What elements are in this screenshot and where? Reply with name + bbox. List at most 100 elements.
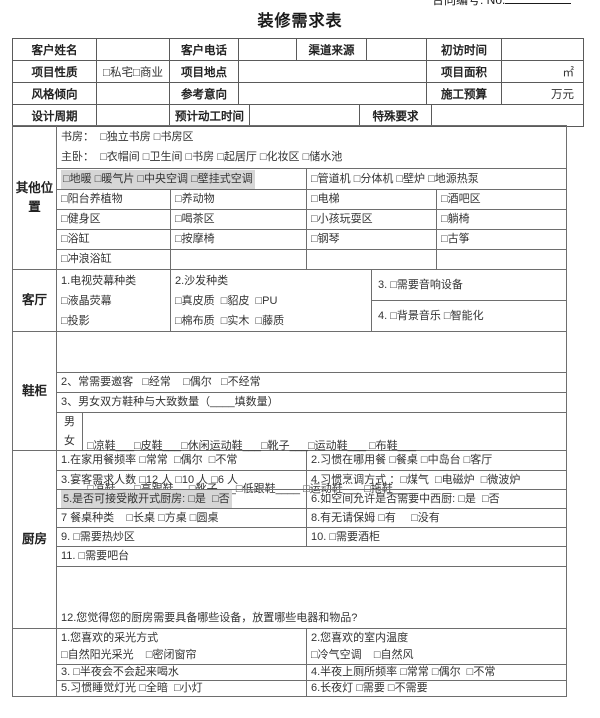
guest-frequency-row: 2、常需要邀客 □经常 □偶尔 □不经常 <box>57 372 566 392</box>
open-kitchen-option[interactable]: 5.是否可接受敞开式厨房: □是 □否 <box>57 490 306 508</box>
amenity-row: □阳台养植物 □养动物 □电梯 □酒吧区 <box>57 189 566 209</box>
amenity-row: □浴缸 □按摩椅 □钢琴 □古筝 <box>57 229 566 249</box>
audio-equipment-option[interactable]: 3. □需要音响设备 <box>378 278 463 291</box>
label-style-preference: 风格倾向 <box>31 88 78 101</box>
section-other-positions: 其他位置 书房： □独立书房 □书房区 主卧： □衣帽间 □卫生间 □书房 □起… <box>13 126 566 269</box>
temperature-preference-options[interactable]: 2.您喜欢的室内温度 □冷气空调 □自然风 <box>306 629 566 664</box>
header-table: 客户姓名 客户电话 渠道来源 初访时间 项目性质 □私宅□商业 项目地点 项目面… <box>12 38 584 127</box>
kitchen-equipment-question: 12.您觉得您的厨房需要具备哪些设备，放置哪些电器和物品? <box>61 612 358 624</box>
amenity-option[interactable]: □冲浪浴缸 <box>61 253 112 265</box>
channel-source-value[interactable] <box>366 39 426 60</box>
stir-fry-area-option[interactable]: 9. □需要热炒区 <box>61 530 135 543</box>
open-kitchen-highlight[interactable]: 5.是否可接受敞开式厨房: □是 □否 <box>61 490 232 508</box>
cooking-method-options[interactable]: 4.习惯烹调方式 ：□煤气 □电磁炉 □微波炉 <box>306 471 566 489</box>
audio-music-options: 3. □需要音响设备 4. □背景音乐 □智能化 <box>371 270 566 331</box>
customer-phone-value[interactable] <box>238 39 296 60</box>
hvac-highlight[interactable]: □地暖 □暖气片 □中央空调 □壁挂式空调 <box>61 169 255 189</box>
header-row-4: 设计周期 预计动工时间 特殊要求 <box>13 104 583 126</box>
dining-place-options[interactable]: 2.习惯在哪用餐 □餐桌 □中岛台 □客厅 <box>306 451 566 470</box>
project-location-value[interactable] <box>238 61 426 82</box>
amenity-option[interactable]: □小孩玩耍区 <box>306 210 436 229</box>
sofa-options[interactable]: 2.沙发种类 □真皮质 □貂皮 □PU □棉布质 □实木 □藤质 <box>170 270 371 331</box>
male-label: 男 <box>64 415 75 428</box>
amenity-option[interactable]: □按摩椅 <box>170 230 306 249</box>
amenity-option[interactable] <box>436 250 566 269</box>
section-label-other-positions: 其他位置 <box>13 126 57 269</box>
wine-cabinet-option[interactable]: 10. □需要酒柜 <box>306 528 566 546</box>
bar-counter-option[interactable]: 11. □需要吧台 <box>61 550 130 562</box>
kitchen-row-3: 5.是否可接受敞开式厨房: □是 □否 6.如空间允许是否需要中西厨: □是 □… <box>57 489 566 508</box>
sleep-light-options[interactable]: 5.习惯睡觉灯光 □全暗 □小灯 <box>61 682 203 694</box>
kitchen-row-5: 9. □需要热炒区 10. □需要酒柜 <box>57 527 566 546</box>
label-design-cycle: 设计周期 <box>31 110 78 123</box>
amenity-option[interactable]: □电梯 <box>306 190 436 209</box>
living-room-row: 1.电视荧幕种类 □液晶荧幕 □投影 2.沙发种类 □真皮质 □貂皮 □PU □… <box>57 270 566 331</box>
night-light-options[interactable]: 6.长夜灯 □需要 □不需要 <box>306 681 566 696</box>
midnight-toilet-options[interactable]: 4.半夜上厕所频率 □常常 □偶尔 □不常 <box>306 665 566 680</box>
hvac-options-right[interactable]: □管道机 □分体机 □壁炉 □地源热泵 <box>306 169 566 189</box>
shoe-seat-options[interactable]: 1、穿鞋座椅种类 □长椅 □凉榻 □凳子 □烘干 □更衣镜 □鞋油用品 □雨伞 … <box>57 332 566 372</box>
section-label-kitchen: 厨房 <box>13 451 57 628</box>
chinese-western-kitchen-option[interactable]: 6.如空间允许是否需要中西厨: □是 □否 <box>306 490 566 508</box>
contract-number-line <box>505 0 572 4</box>
hvac-options-left[interactable]: □地暖 □暖气片 □中央空调 □壁挂式空调 <box>57 169 306 189</box>
gender-shoe-options: □凉鞋___□皮鞋___□休闲运动鞋___□靴子___□运动鞋___ □布鞋__… <box>83 413 566 495</box>
dining-table-options[interactable]: 7 餐桌种类 □长桌 □方桌 □圆桌 <box>61 511 219 524</box>
section-label-habits <box>13 629 57 696</box>
amenity-option[interactable]: □浴缸 <box>61 233 90 245</box>
label-customer-phone: 客户电话 <box>169 39 238 60</box>
style-preference-value[interactable] <box>96 83 169 104</box>
planned-start-time-value[interactable] <box>249 105 359 126</box>
section-kitchen: 厨房 1.在家用餐频率 □常常 □偶尔 □不常 2.习惯在哪用餐 □餐桌 □中岛… <box>13 450 566 628</box>
label-project-area: 项目面积 <box>426 61 501 82</box>
amenity-row: □健身区 □喝茶区 □小孩玩耍区 □躺椅 <box>57 209 566 229</box>
amenity-option[interactable]: □养动物 <box>170 190 306 209</box>
amenity-option[interactable]: □酒吧区 <box>436 190 566 209</box>
amenity-option[interactable] <box>170 250 306 269</box>
shoe-quantity-header-row: 3、男女双方鞋种与大致数量（____填数量） <box>57 392 566 412</box>
header-row-1: 客户姓名 客户电话 渠道来源 初访时间 <box>13 39 583 60</box>
amenity-option[interactable]: □健身区 <box>61 213 101 225</box>
habits-row-2: 3. □半夜会不会起来喝水 4.半夜上厕所频率 □常常 □偶尔 □不常 <box>57 664 566 680</box>
kitchen-equipment-options[interactable]: 12.您觉得您的厨房需要具备哪些设备，放置哪些电器和物品? □冰箱 □冰柜 □微… <box>57 567 566 628</box>
shoe-quantity-header[interactable]: 3、男女双方鞋种与大致数量（____填数量） <box>61 396 279 408</box>
label-channel-source: 渠道来源 <box>296 39 366 60</box>
customer-name-value[interactable] <box>96 39 169 60</box>
midnight-water-option[interactable]: 3. □半夜会不会起来喝水 <box>61 666 179 678</box>
study-master-options[interactable]: 书房： □独立书房 □书房区 主卧： □衣帽间 □卫生间 □书房 □起居厅 □化… <box>61 131 343 163</box>
reference-intent-value[interactable] <box>238 83 426 104</box>
first-visit-time-value[interactable] <box>501 39 583 60</box>
female-label: 女 <box>64 434 75 447</box>
special-requirements-value[interactable] <box>431 105 583 126</box>
form-title: 装修需求表 <box>257 13 343 30</box>
design-cycle-value[interactable] <box>96 105 169 126</box>
label-special-requirements: 特殊要求 <box>359 105 431 126</box>
dining-frequency-options[interactable]: 1.在家用餐频率 □常常 □偶尔 □不常 <box>61 454 238 466</box>
habits-row-3: 5.习惯睡觉灯光 □全暗 □小灯 6.长夜灯 □需要 □不需要 <box>57 680 566 696</box>
housekeeper-option[interactable]: 8.有无请保姆 □有 □没有 <box>306 509 566 527</box>
project-type-options[interactable]: □私宅□商业 <box>96 61 169 82</box>
section-label-shoe-cabinet: 鞋柜 <box>13 332 57 450</box>
section-living-room: 客厅 1.电视荧幕种类 □液晶荧幕 □投影 2.沙发种类 □真皮质 □貂皮 □P… <box>13 269 566 331</box>
amenity-option[interactable] <box>306 250 436 269</box>
habits-row-1: 1.您喜欢的采光方式 □自然阳光采光 □密闭窗帘 2.您喜欢的室内温度 □冷气空… <box>57 629 566 664</box>
label-customer-name: 客户姓名 <box>31 44 78 57</box>
amenity-option[interactable]: □钢琴 <box>306 230 436 249</box>
background-music-option[interactable]: 4. □背景音乐 □智能化 <box>372 300 566 331</box>
label-first-visit-time: 初访时间 <box>426 39 501 60</box>
amenity-option[interactable]: □阳台养植物 <box>61 193 123 205</box>
male-shoe-options[interactable]: □凉鞋___□皮鞋___□休闲运动鞋___□靴子___□运动鞋___ □布鞋__… <box>87 440 417 452</box>
section-label-living-room: 客厅 <box>13 270 57 331</box>
amenity-row: □冲浪浴缸 <box>57 249 566 269</box>
amenity-option[interactable]: □喝茶区 <box>170 210 306 229</box>
kitchen-row-2: 3.宴客需求人数 □12 人 □10 人 □6 人 4.习惯烹调方式 ：□煤气 … <box>57 470 566 489</box>
amenity-option[interactable]: □古筝 <box>436 230 566 249</box>
amenity-option[interactable]: □躺椅 <box>436 210 566 229</box>
lighting-preference-options[interactable]: 1.您喜欢的采光方式 □自然阳光采光 □密闭窗帘 <box>61 632 197 661</box>
banquet-size-options[interactable]: 3.宴客需求人数 □12 人 □10 人 □6 人 <box>61 473 239 486</box>
tv-screen-options[interactable]: 1.电视荧幕种类 □液晶荧幕 □投影 <box>61 275 137 327</box>
study-master-row: 书房： □独立书房 □书房区 主卧： □衣帽间 □卫生间 □书房 □起居厅 □化… <box>57 126 566 168</box>
kitchen-row-1: 1.在家用餐频率 □常常 □偶尔 □不常 2.习惯在哪用餐 □餐桌 □中岛台 □… <box>57 451 566 470</box>
guest-frequency-options[interactable]: 2、常需要邀客 □经常 □偶尔 □不经常 <box>61 376 261 388</box>
